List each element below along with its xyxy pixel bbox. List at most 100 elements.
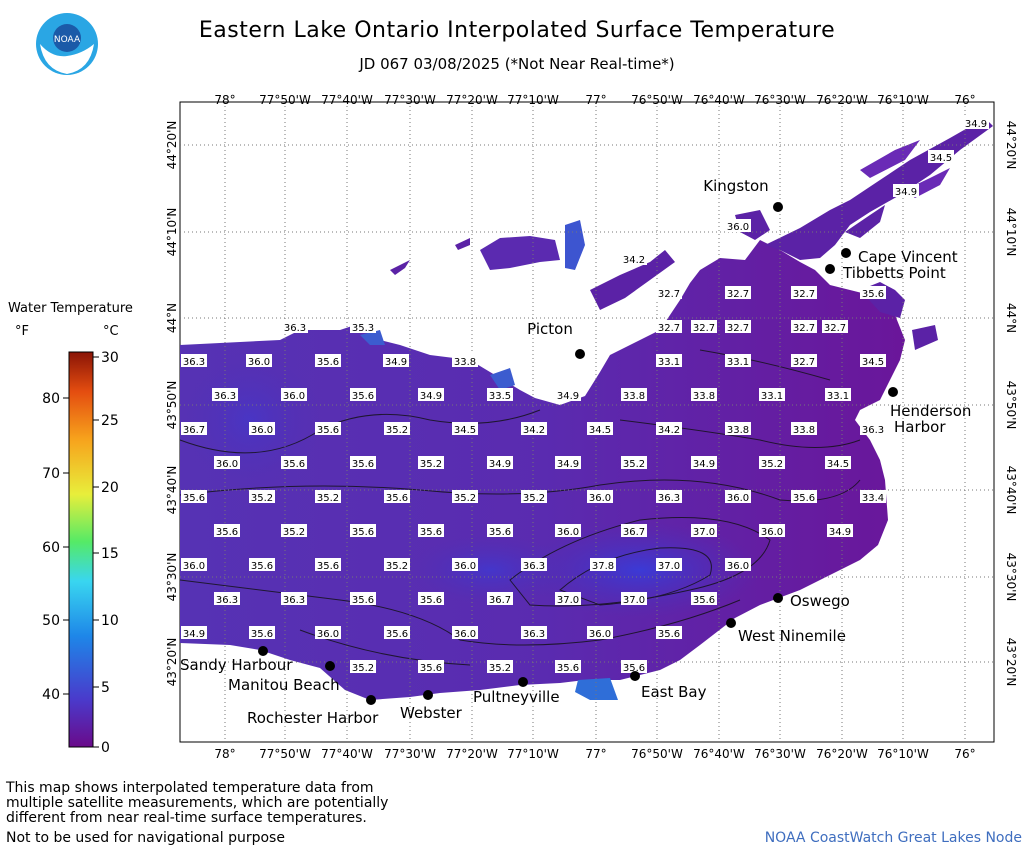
- svg-text:37.0: 37.0: [658, 561, 680, 572]
- lon-tick-label: 76°10'W: [877, 93, 929, 107]
- legend-c-tick: 15: [101, 546, 119, 562]
- legend-f-tick: 70: [42, 466, 60, 482]
- lon-tick-label: 76°50'W: [631, 747, 683, 761]
- svg-text:33.1: 33.1: [727, 357, 749, 368]
- place-label: Picton: [527, 320, 573, 338]
- place-marker: Manitou Beach: [228, 661, 340, 694]
- svg-text:34.9: 34.9: [965, 119, 987, 130]
- svg-text:35.6: 35.6: [557, 663, 579, 674]
- svg-text:34.5: 34.5: [862, 357, 884, 368]
- place-dot: [630, 671, 640, 681]
- temperature-label: 35.2: [350, 660, 376, 674]
- lat-tick-label: 44°10'N: [1004, 208, 1018, 257]
- lon-tick-label: 77°: [585, 747, 606, 761]
- noaa-logo-icon: NOAA: [36, 13, 98, 75]
- place-label: Henderson Harbor: [890, 402, 971, 436]
- temperature-label: 37.0: [691, 524, 717, 538]
- temperature-label: 36.0: [249, 422, 275, 436]
- svg-text:35.6: 35.6: [693, 595, 715, 606]
- svg-text:36.0: 36.0: [251, 425, 273, 436]
- legend-c-tick: 10: [101, 613, 119, 629]
- temperature-label: 34.9: [418, 388, 444, 402]
- svg-text:33.1: 33.1: [761, 391, 783, 402]
- svg-text:35.6: 35.6: [489, 527, 511, 538]
- lon-tick-label: 77°50'W: [259, 747, 311, 761]
- temperature-label: 36.3: [212, 388, 238, 402]
- legend-colorbar: [68, 351, 94, 748]
- svg-text:35.6: 35.6: [352, 391, 374, 402]
- svg-text:35.6: 35.6: [352, 459, 374, 470]
- svg-text:33.4: 33.4: [862, 493, 884, 504]
- svg-text:36.3: 36.3: [862, 425, 884, 436]
- lon-tick-label: 77°50'W: [259, 93, 311, 107]
- temperature-label: 35.6: [249, 558, 275, 572]
- svg-text:34.9: 34.9: [385, 357, 407, 368]
- place-marker: Webster: [400, 690, 463, 722]
- temperature-label: 34.2: [521, 422, 547, 436]
- temperature-label: 34.9: [893, 184, 919, 198]
- temperature-label: 34.9: [555, 388, 581, 402]
- map-subtitle: JD 067 03/08/2025 (*Not Near Real-time*): [359, 55, 675, 73]
- temperature-label: 36.7: [181, 422, 207, 436]
- place-dot: [518, 677, 528, 687]
- lat-tick-label: 43°20'N: [165, 638, 179, 687]
- svg-text:36.7: 36.7: [489, 595, 511, 606]
- svg-text:34.9: 34.9: [557, 391, 579, 402]
- lon-tick-label: 77°10'W: [507, 747, 559, 761]
- svg-text:36.0: 36.0: [727, 561, 749, 572]
- svg-text:35.6: 35.6: [251, 561, 273, 572]
- svg-text:32.7: 32.7: [824, 323, 846, 334]
- lon-tick-label: 77°40'W: [321, 747, 373, 761]
- svg-text:33.8: 33.8: [693, 391, 715, 402]
- place-dot: [258, 646, 268, 656]
- temperature-label: 34.9: [691, 456, 717, 470]
- temperature-label: 35.6: [384, 490, 410, 504]
- temperature-label: 35.6: [418, 524, 444, 538]
- lon-tick-label: 77°30'W: [384, 747, 436, 761]
- legend-c-tick: 20: [101, 480, 119, 496]
- temperature-label: 35.2: [759, 456, 785, 470]
- channel-3: [860, 140, 920, 178]
- temperature-label: 36.7: [487, 592, 513, 606]
- svg-text:32.7: 32.7: [727, 289, 749, 300]
- footnote: This map shows interpolated temperature …: [6, 781, 388, 826]
- place-dot: [423, 690, 433, 700]
- lon-tick-label: 76°30'W: [754, 747, 806, 761]
- svg-text:34.5: 34.5: [930, 153, 952, 164]
- temperature-label: 34.9: [383, 354, 409, 368]
- svg-text:36.3: 36.3: [284, 323, 306, 334]
- legend-unit-celsius: °C: [103, 324, 119, 339]
- temperature-label: 35.2: [384, 422, 410, 436]
- temperature-label: 37.0: [555, 592, 581, 606]
- temperature-label: 35.6: [214, 524, 240, 538]
- lon-ticks-top: 78° 77°50'W 77°40'W 77°30'W 77°20'W 77°10'W 77…: [214, 93, 975, 107]
- svg-text:36.0: 36.0: [727, 222, 749, 233]
- place-label: West Ninemile: [738, 627, 846, 645]
- svg-text:36.0: 36.0: [183, 561, 205, 572]
- navigation-warning: Not to be used for navigational purpose: [6, 830, 285, 846]
- svg-text:35.6: 35.6: [793, 493, 815, 504]
- temperature-label: 37.8: [590, 558, 616, 572]
- temperature-label: 34.9: [181, 626, 207, 640]
- svg-text:35.2: 35.2: [352, 663, 374, 674]
- temperature-label: 36.3: [282, 320, 308, 334]
- svg-text:34.9: 34.9: [895, 187, 917, 198]
- svg-text:36.3: 36.3: [658, 493, 680, 504]
- temperature-label: 32.7: [691, 320, 717, 334]
- place-marker: Oswego: [773, 592, 850, 610]
- temperature-label: 35.6: [281, 456, 307, 470]
- bay-kingston: [735, 210, 770, 240]
- shore-water-1: [490, 368, 515, 390]
- temperature-label: 35.6: [487, 524, 513, 538]
- temperature-label: 33.1: [656, 354, 682, 368]
- temperature-label: 35.6: [315, 558, 341, 572]
- temperature-label: 34.9: [963, 116, 989, 130]
- svg-text:34.5: 34.5: [454, 425, 476, 436]
- svg-text:35.6: 35.6: [386, 629, 408, 640]
- svg-text:36.3: 36.3: [214, 391, 236, 402]
- svg-text:36.0: 36.0: [454, 629, 476, 640]
- temperature-label: 33.4: [860, 490, 886, 504]
- lon-tick-label: 76°20'W: [816, 747, 868, 761]
- lon-tick-label: 76°40'W: [693, 93, 745, 107]
